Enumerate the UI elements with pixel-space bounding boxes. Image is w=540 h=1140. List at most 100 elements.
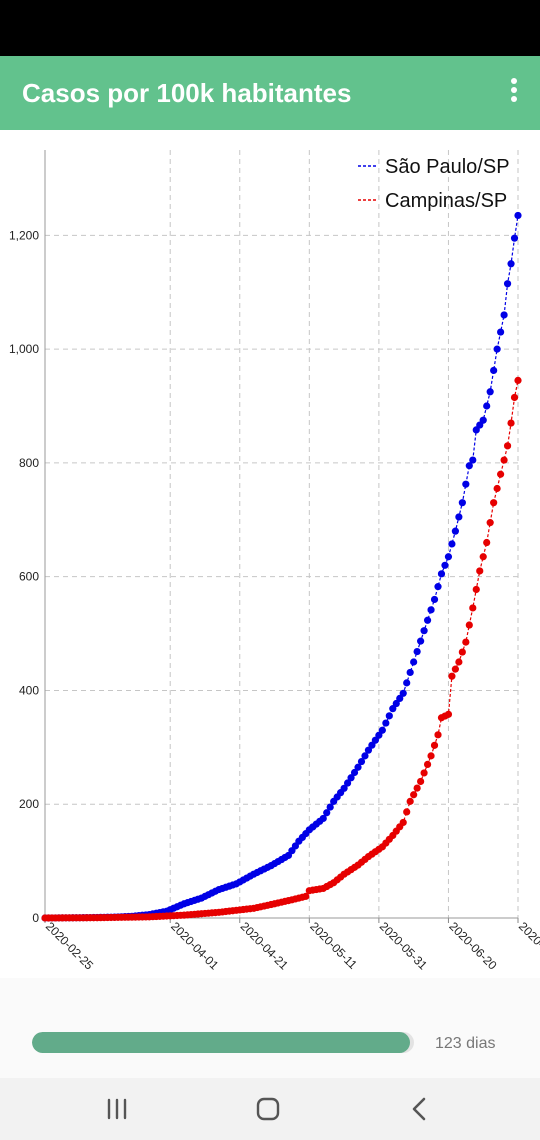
data-point bbox=[451, 527, 459, 535]
data-point bbox=[458, 648, 466, 656]
data-point bbox=[462, 480, 470, 488]
x-tick-label: 2020-05-11 bbox=[307, 919, 360, 972]
cases-line-chart[interactable]: 2020-02-25 2020-04-01 2020-04-21 2020-05-11… bbox=[0, 130, 540, 978]
data-point bbox=[420, 769, 428, 777]
menu-dot bbox=[511, 78, 517, 84]
data-point bbox=[434, 731, 442, 739]
data-point bbox=[389, 705, 397, 713]
data-point bbox=[354, 763, 362, 771]
recent-apps-icon[interactable] bbox=[95, 1092, 139, 1126]
y-tick-label: 600 bbox=[19, 570, 39, 584]
data-point bbox=[441, 561, 449, 569]
data-point bbox=[347, 774, 355, 782]
data-point bbox=[427, 606, 435, 614]
data-point bbox=[399, 689, 407, 697]
data-point bbox=[406, 797, 414, 805]
back-icon[interactable] bbox=[398, 1092, 442, 1126]
data-point bbox=[444, 553, 453, 561]
data-point bbox=[378, 726, 386, 734]
app-bar: Casos por 100k habitantes bbox=[0, 56, 540, 130]
data-point bbox=[493, 484, 501, 493]
data-point bbox=[451, 665, 459, 673]
data-point bbox=[413, 784, 421, 792]
x-tick-label: 2020-06-20 bbox=[446, 919, 500, 973]
y-tick-label: 0 bbox=[32, 911, 39, 925]
data-point bbox=[448, 540, 456, 548]
data-point bbox=[417, 777, 425, 786]
data-point bbox=[507, 260, 515, 268]
data-point bbox=[420, 627, 428, 635]
home-icon[interactable] bbox=[246, 1092, 290, 1126]
data-point bbox=[469, 604, 477, 612]
data-point bbox=[465, 462, 473, 470]
data-point bbox=[361, 752, 369, 760]
menu-dot bbox=[511, 87, 517, 93]
data-point bbox=[340, 784, 348, 792]
data-point bbox=[493, 345, 501, 353]
data-point bbox=[455, 513, 463, 521]
data-point bbox=[357, 757, 366, 766]
data-point bbox=[510, 393, 519, 402]
data-point bbox=[385, 712, 393, 720]
data-point bbox=[302, 892, 310, 900]
data-point bbox=[458, 499, 466, 507]
more-vertical-icon[interactable] bbox=[502, 78, 526, 108]
days-label: 123 dias bbox=[435, 1035, 496, 1052]
x-tick-label: 2020-04-21 bbox=[238, 919, 292, 973]
data-point bbox=[350, 768, 359, 777]
x-tick-label: 2020-05-31 bbox=[377, 919, 431, 973]
data-point bbox=[406, 668, 414, 677]
bottom-panel: 123 dias bbox=[0, 978, 540, 1078]
data-point bbox=[497, 328, 505, 336]
data-point bbox=[465, 621, 473, 629]
data-point bbox=[483, 538, 491, 547]
menu-dot bbox=[511, 96, 517, 102]
data-point bbox=[427, 752, 435, 760]
data-point bbox=[500, 311, 508, 319]
y-tick-label: 200 bbox=[19, 797, 39, 811]
data-point bbox=[410, 658, 418, 666]
y-tick-label: 1,000 bbox=[9, 342, 39, 356]
legend-label: São Paulo/SP bbox=[385, 156, 510, 178]
data-point bbox=[448, 672, 456, 680]
data-point bbox=[382, 719, 390, 727]
data-point bbox=[437, 570, 446, 578]
data-point bbox=[497, 470, 505, 478]
legend: São Paulo/SP Campinas/SP bbox=[358, 156, 510, 212]
data-point bbox=[472, 585, 480, 594]
data-point bbox=[514, 211, 522, 220]
data-point bbox=[469, 456, 477, 464]
data-point bbox=[413, 647, 421, 656]
data-point bbox=[486, 519, 494, 527]
data-point bbox=[462, 638, 470, 646]
axes: 2020-02-25 2020-04-01 2020-04-21 2020-05-11… bbox=[9, 150, 540, 973]
series bbox=[41, 211, 522, 922]
days-slider[interactable] bbox=[32, 1032, 414, 1053]
grid bbox=[45, 150, 519, 918]
page-title: Casos por 100k habitantes bbox=[22, 78, 352, 108]
data-point bbox=[410, 791, 418, 799]
series-line-sao-paulo bbox=[44, 215, 519, 919]
data-point bbox=[510, 234, 519, 242]
data-point bbox=[455, 658, 463, 666]
data-point bbox=[483, 402, 491, 410]
data-point bbox=[507, 419, 515, 427]
series-line-campinas bbox=[44, 380, 519, 919]
data-point bbox=[444, 710, 453, 718]
x-tick-label: 2020-02-25 bbox=[43, 919, 97, 973]
data-point bbox=[430, 741, 439, 749]
legend-label: Campinas/SP bbox=[385, 190, 507, 212]
data-point bbox=[479, 553, 487, 561]
data-point bbox=[417, 637, 425, 645]
days-slider-fill bbox=[32, 1032, 411, 1053]
data-point bbox=[399, 818, 407, 827]
data-point bbox=[486, 388, 494, 396]
data-point bbox=[490, 366, 498, 375]
y-tick-label: 800 bbox=[19, 456, 39, 470]
x-tick-label: 2020-07-10 bbox=[516, 919, 540, 973]
data-point bbox=[396, 694, 404, 703]
chart-area[interactable]: 2020-02-25 2020-04-01 2020-04-21 2020-05-11… bbox=[0, 130, 540, 978]
data-point bbox=[514, 376, 522, 384]
data-point bbox=[430, 595, 439, 604]
navigation-bar bbox=[0, 1078, 540, 1140]
